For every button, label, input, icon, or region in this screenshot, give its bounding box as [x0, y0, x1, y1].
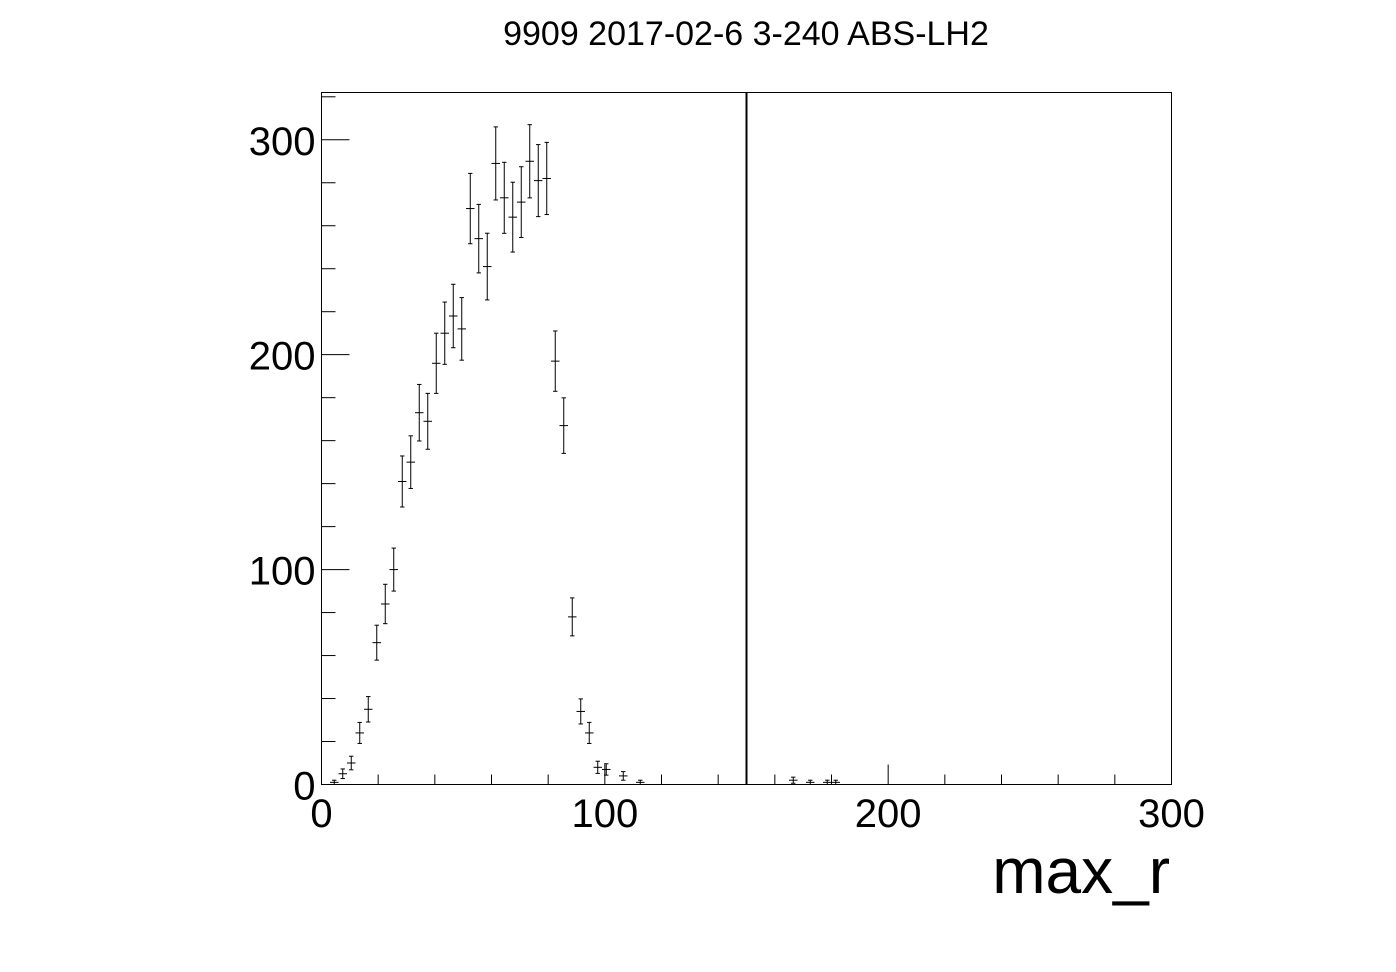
data-point — [372, 624, 381, 661]
data-point — [330, 779, 339, 785]
data-point — [483, 232, 492, 301]
data-point — [364, 696, 373, 723]
data-point — [789, 776, 798, 784]
data-point — [500, 161, 509, 234]
data-point — [576, 698, 585, 725]
y-major-ticks — [321, 139, 350, 785]
data-point — [602, 763, 611, 776]
x-minor-ticks — [377, 774, 1116, 785]
data-point — [517, 166, 526, 238]
data-point — [398, 455, 407, 508]
y-minor-ticks — [321, 96, 336, 743]
data-point — [423, 392, 432, 450]
data-point — [559, 397, 568, 454]
x-major-ticks — [321, 764, 1172, 785]
data-point — [508, 181, 517, 253]
data-point — [347, 755, 356, 771]
data-point — [806, 779, 815, 785]
data-point — [389, 547, 398, 592]
x-tick-label: 0 — [310, 792, 332, 836]
y-tick-labels: 0 100 200 300 — [249, 120, 316, 809]
data-point — [619, 771, 628, 781]
data-point — [534, 144, 543, 218]
data-point — [440, 301, 449, 365]
x-tick-labels: 0 100 200 300 — [310, 792, 1205, 836]
chart-title: 9909 2017-02-6 3-240 ABS-LH2 — [503, 15, 989, 53]
data-point — [406, 435, 415, 489]
data-point — [355, 721, 364, 744]
data-point — [593, 760, 602, 774]
data-point — [381, 583, 390, 625]
data-point — [551, 330, 560, 392]
x-axis-title: max_r — [992, 835, 1170, 907]
data-point — [474, 203, 483, 274]
y-tick-label: 300 — [249, 120, 316, 164]
data-point — [636, 779, 645, 785]
data-point — [457, 297, 466, 361]
data-point — [338, 768, 347, 780]
data-point — [415, 383, 424, 442]
data-point — [432, 332, 441, 394]
data-point — [823, 779, 832, 785]
data-points — [330, 124, 840, 785]
data-point — [568, 597, 577, 637]
data-point — [466, 172, 475, 245]
y-tick-label: 100 — [249, 550, 316, 594]
x-tick-label: 300 — [1138, 792, 1205, 836]
data-point — [585, 721, 594, 744]
x-tick-label: 100 — [571, 792, 638, 836]
data-point — [525, 124, 534, 199]
y-tick-label: 200 — [249, 335, 316, 379]
x-tick-label: 200 — [855, 792, 922, 836]
data-point — [491, 126, 500, 201]
data-point — [449, 283, 458, 349]
data-point — [542, 141, 551, 216]
y-tick-label: 0 — [293, 765, 315, 809]
data-point — [831, 779, 840, 785]
